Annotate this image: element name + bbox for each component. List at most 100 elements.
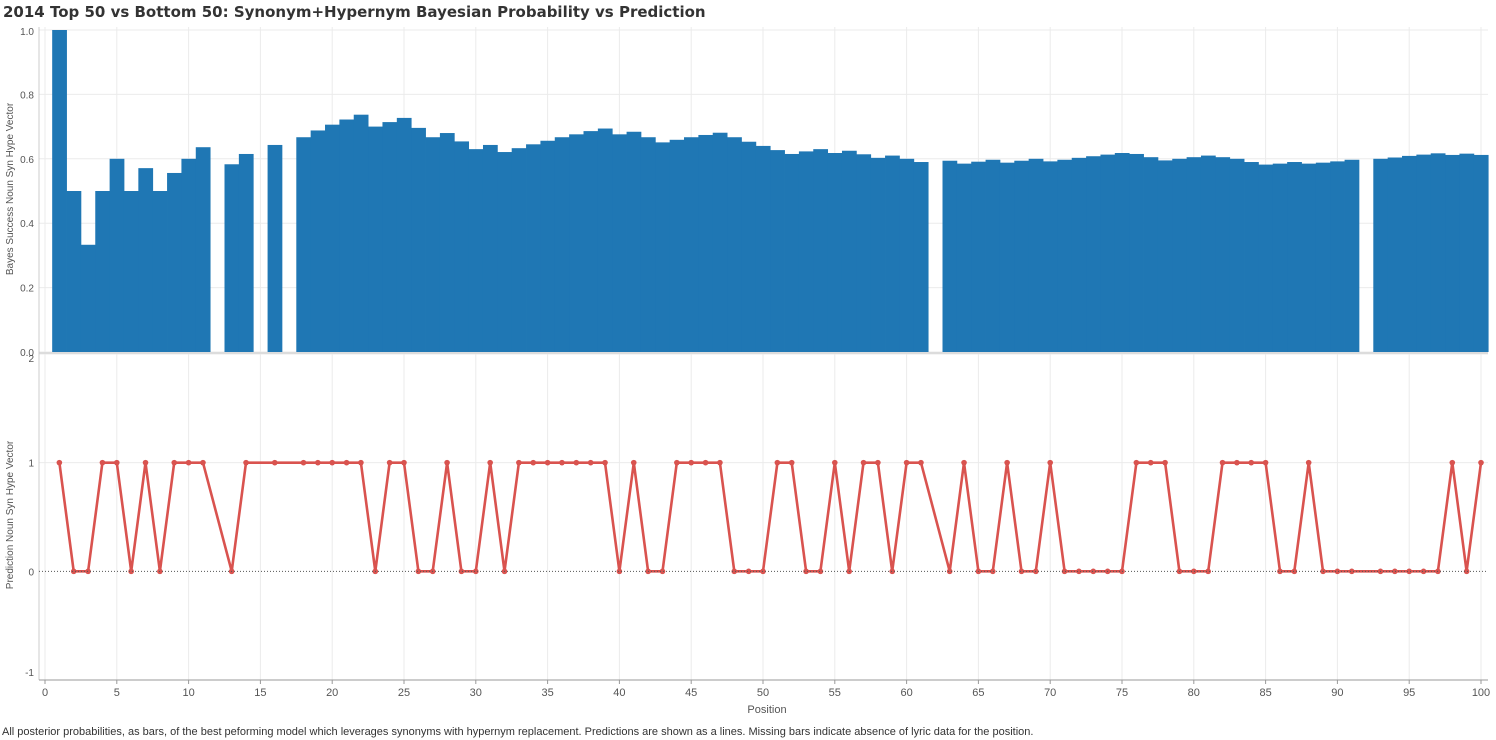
bar <box>152 191 168 352</box>
bar <box>698 134 714 352</box>
prediction-point <box>516 459 522 466</box>
bar <box>1373 158 1389 352</box>
prediction-point <box>487 459 493 466</box>
top-y-tick-label: 0.8 <box>20 90 34 101</box>
prediction-point <box>300 459 307 466</box>
prediction-point <box>1463 568 1470 575</box>
x-tick-label: 80 <box>1188 687 1200 699</box>
prediction-point <box>788 459 795 466</box>
prediction-point <box>200 459 206 466</box>
prediction-point <box>1420 568 1427 575</box>
bar <box>712 132 728 352</box>
x-tick-label: 10 <box>182 687 194 699</box>
bar <box>841 150 857 352</box>
bar <box>1028 158 1044 352</box>
top-y-tick-label: 0.4 <box>20 219 34 230</box>
prediction-point <box>702 459 709 466</box>
prediction-point <box>99 459 106 466</box>
bottom-y-tick-label: 1 <box>28 459 34 470</box>
prediction-point <box>128 568 134 575</box>
prediction-point <box>760 568 766 575</box>
prediction-point <box>717 459 723 466</box>
bar <box>1200 155 1216 352</box>
bottom-y-tick-label: 2 <box>28 354 34 365</box>
x-tick-label: 90 <box>1331 687 1343 699</box>
bar <box>999 162 1015 352</box>
bar <box>1416 154 1432 352</box>
x-tick-label: 15 <box>254 687 266 699</box>
bar <box>181 158 197 352</box>
bar <box>1344 159 1360 352</box>
top-y-tick-label: 0.2 <box>20 284 34 295</box>
x-tick-label: 20 <box>326 687 338 699</box>
bar <box>167 172 182 352</box>
bar <box>468 149 484 352</box>
bar <box>827 153 843 352</box>
bar <box>353 114 369 352</box>
bar <box>454 141 470 352</box>
x-tick-label: 55 <box>829 687 841 699</box>
prediction-point <box>185 459 192 466</box>
x-tick-label: 60 <box>900 687 912 699</box>
bar <box>1258 164 1274 352</box>
bar <box>411 127 426 352</box>
prediction-line <box>58 461 1483 573</box>
bar <box>325 124 340 352</box>
x-tick-label: 35 <box>541 687 553 699</box>
bar <box>971 161 986 352</box>
bar <box>1057 159 1073 352</box>
bar <box>669 139 685 352</box>
prediction-point <box>386 459 393 466</box>
prediction-point <box>473 568 479 575</box>
top-y-tick-label: 0.6 <box>20 155 34 166</box>
prediction-point <box>587 459 594 466</box>
bar-series <box>52 30 1489 353</box>
prediction-point <box>1406 568 1412 575</box>
prediction-point <box>903 459 910 466</box>
bar <box>1402 155 1417 352</box>
x-tick-label: 100 <box>1472 687 1490 699</box>
bar <box>899 158 915 352</box>
bar <box>66 191 82 352</box>
prediction-point <box>114 459 120 466</box>
prediction-point <box>530 459 537 466</box>
bar <box>1157 160 1173 352</box>
bar <box>1143 157 1159 352</box>
prediction-point <box>889 568 896 575</box>
prediction-point <box>70 568 77 575</box>
bar <box>138 168 154 352</box>
prediction-point <box>989 568 996 575</box>
prediction-point <box>674 459 680 466</box>
prediction-point <box>875 459 881 466</box>
bar <box>482 144 498 352</box>
prediction-point <box>1478 459 1484 466</box>
x-axis-label: Position <box>747 704 786 716</box>
bar <box>497 152 513 352</box>
prediction-point <box>401 459 407 466</box>
bar <box>511 148 527 352</box>
prediction-point <box>731 568 738 575</box>
top-y-tick-label: 1.0 <box>20 27 34 38</box>
bar <box>856 154 872 352</box>
prediction-point <box>1205 568 1211 575</box>
bar <box>1229 158 1245 352</box>
x-tick-label: 85 <box>1259 687 1271 699</box>
prediction-point <box>1248 459 1255 466</box>
prediction-point <box>243 459 249 466</box>
x-tick-label: 5 <box>114 687 120 699</box>
prediction-point <box>817 568 824 575</box>
bar <box>942 160 958 352</box>
bar <box>224 164 240 352</box>
chart-title: 2014 Top 50 vs Bottom 50: Synonym+Hypern… <box>3 3 706 21</box>
bar <box>985 159 1001 352</box>
bar <box>95 191 111 352</box>
bar <box>741 141 757 352</box>
prediction-point <box>1392 568 1398 575</box>
bar <box>109 158 125 352</box>
bar <box>1043 161 1058 352</box>
bar <box>368 126 383 352</box>
bar <box>1315 162 1331 352</box>
prediction-point <box>573 459 580 466</box>
x-tick-label: 45 <box>685 687 697 699</box>
